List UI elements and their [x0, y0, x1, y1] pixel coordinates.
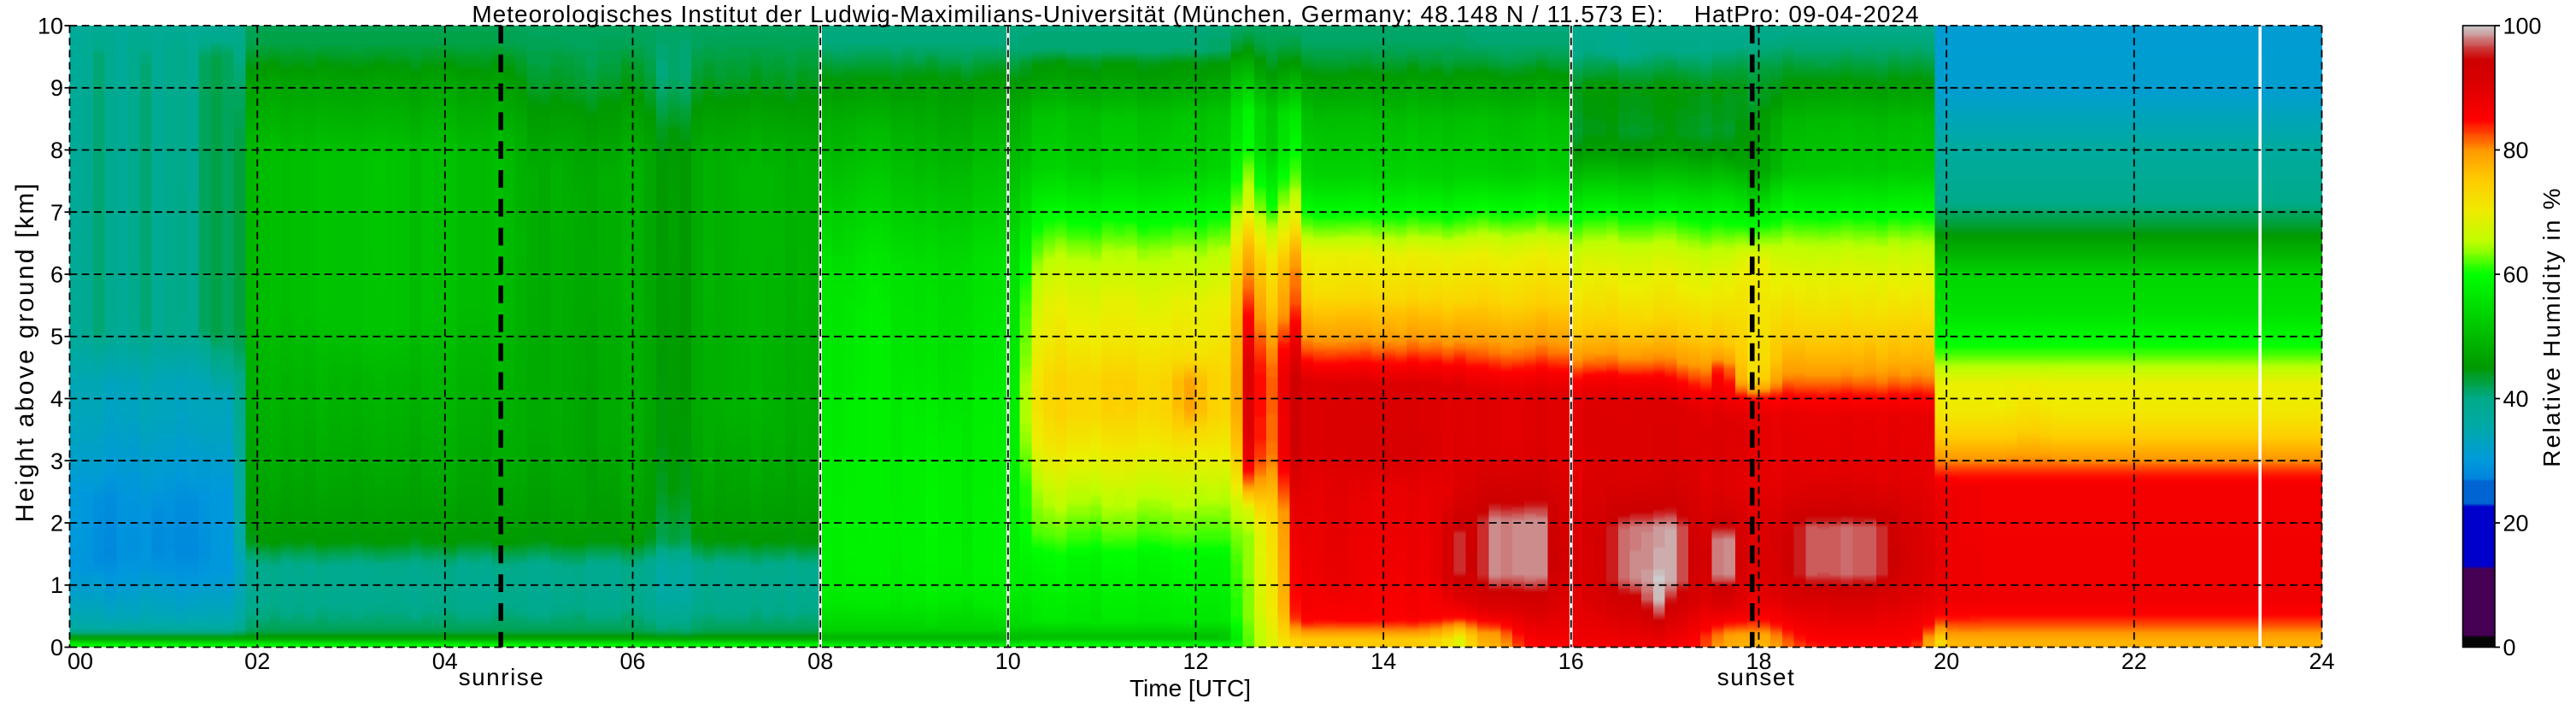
svg-text:9: 9: [50, 75, 63, 101]
svg-text:20: 20: [1933, 648, 1959, 674]
svg-text:20: 20: [2503, 511, 2529, 537]
svg-text:3: 3: [50, 449, 63, 474]
svg-text:10: 10: [995, 648, 1021, 674]
svg-text:8: 8: [50, 138, 63, 163]
svg-text:18: 18: [1746, 648, 1771, 674]
svg-text:0: 0: [2503, 635, 2516, 660]
svg-text:24: 24: [2309, 648, 2334, 674]
svg-text:100: 100: [2503, 14, 2542, 39]
svg-text:4: 4: [50, 386, 63, 412]
svg-text:sunset: sunset: [1717, 664, 1796, 690]
svg-text:Relative Humidity in %: Relative Humidity in %: [2538, 186, 2565, 467]
svg-text:2: 2: [50, 511, 63, 537]
svg-text:08: 08: [807, 648, 833, 674]
svg-text:14: 14: [1370, 648, 1396, 674]
svg-text:sunrise: sunrise: [459, 664, 545, 690]
svg-text:5: 5: [50, 324, 63, 349]
svg-text:12: 12: [1182, 648, 1208, 674]
svg-text:40: 40: [2503, 386, 2529, 412]
svg-text:Time [UTC]: Time [UTC]: [1130, 675, 1251, 701]
svg-text:00: 00: [67, 648, 93, 674]
svg-text:04: 04: [432, 648, 458, 674]
svg-text:02: 02: [244, 648, 270, 674]
svg-text:80: 80: [2503, 138, 2529, 163]
svg-text:16: 16: [1558, 648, 1584, 674]
svg-text:60: 60: [2503, 262, 2529, 288]
svg-text:1: 1: [50, 572, 63, 598]
svg-text:7: 7: [50, 200, 63, 226]
svg-text:06: 06: [619, 648, 645, 674]
svg-text:Meteorologisches Institut der: Meteorologisches Institut der Ludwig-Max…: [472, 1, 1919, 27]
svg-text:10: 10: [38, 14, 63, 39]
svg-text:22: 22: [2121, 648, 2147, 674]
svg-text:6: 6: [50, 262, 63, 288]
svg-text:0: 0: [50, 635, 63, 660]
svg-text:Height above ground [km]: Height above ground [km]: [11, 182, 39, 523]
